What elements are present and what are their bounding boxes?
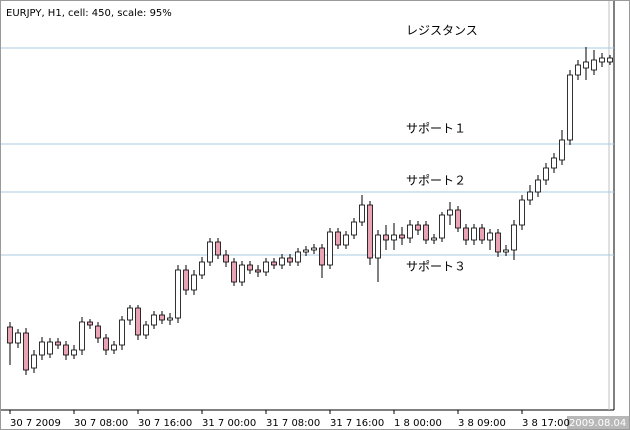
candle-body: [135, 307, 141, 336]
candle-body: [351, 221, 357, 236]
candle-body: [183, 269, 189, 291]
x-tick-label: 30 7 2009: [10, 418, 61, 429]
candle-body: [95, 325, 101, 339]
candle-body: [599, 57, 605, 63]
candle-body: [535, 179, 541, 193]
candle-body: [151, 314, 157, 326]
candle-body: [143, 324, 149, 336]
candle-body: [399, 234, 405, 239]
candle-body: [111, 344, 117, 351]
candle-body: [47, 341, 53, 355]
x-tick-label: 3 8 09:00: [458, 418, 506, 429]
candle-body: [255, 269, 261, 273]
candle-body: [415, 224, 421, 231]
candle-body: [423, 224, 429, 241]
x-tick-label: 30 7 16:00: [138, 418, 192, 429]
candle-body: [327, 231, 333, 266]
candle-body: [231, 261, 237, 283]
candle-body: [335, 231, 341, 246]
candle-body: [119, 319, 125, 346]
candle-body: [263, 261, 269, 273]
candle-body: [167, 317, 173, 321]
level-label: サポート２: [406, 174, 466, 188]
candle-body: [471, 227, 477, 241]
candle-body: [239, 264, 245, 283]
x-tick-label: 30 7 08:00: [74, 418, 128, 429]
candle-body: [295, 251, 301, 263]
time-marker: 2009.08.04: [569, 418, 626, 429]
candle-body: [71, 349, 77, 356]
candle-body: [439, 214, 445, 239]
candle-body: [279, 257, 285, 266]
candle-body: [55, 341, 61, 346]
candle-body: [207, 241, 213, 263]
candle-body: [319, 247, 325, 266]
x-tick-label: 1 8 00:00: [394, 418, 442, 429]
candle-body: [527, 191, 533, 201]
candle-body: [495, 232, 501, 253]
candle-body: [567, 74, 573, 141]
candle-body: [383, 234, 389, 241]
candle-body: [375, 234, 381, 259]
candle-body: [455, 209, 461, 229]
candle-body: [463, 227, 469, 241]
candle-body: [31, 354, 37, 369]
candle-body: [559, 139, 565, 161]
time-marker-box: [567, 416, 629, 429]
candle-body: [447, 209, 453, 216]
candle-body: [287, 257, 293, 263]
candle-body: [15, 332, 21, 344]
candle-body: [487, 232, 493, 241]
candle-body: [607, 57, 613, 63]
candle-body: [431, 237, 437, 241]
candle-body: [407, 224, 413, 239]
candle-body: [87, 321, 93, 326]
candle-body: [575, 64, 581, 76]
level-label: レジスタンス: [406, 24, 478, 38]
candle-body: [303, 249, 309, 253]
candle-body: [359, 204, 365, 223]
candle-body: [103, 337, 109, 351]
candle-body: [367, 204, 373, 259]
candle-body: [63, 344, 69, 356]
x-tick-label: 3 8 17:00: [522, 418, 570, 429]
candle-body: [543, 167, 549, 181]
candle-body: [343, 234, 349, 246]
x-tick-label: 31 7 08:00: [266, 418, 320, 429]
candle-body: [479, 227, 485, 241]
candle-body: [583, 61, 589, 69]
candle-body: [591, 59, 597, 71]
candle-body: [519, 199, 525, 226]
candle-body: [199, 261, 205, 276]
candle-body: [503, 249, 509, 253]
candle-body: [159, 314, 165, 321]
candle-body: [311, 247, 317, 251]
candle-body: [271, 261, 277, 266]
candle-body: [511, 224, 517, 251]
x-tick-label: 31 7 16:00: [330, 418, 384, 429]
candle-body: [191, 274, 197, 291]
candle-body: [551, 157, 557, 169]
candle-body: [391, 234, 397, 241]
candle-body: [23, 332, 29, 371]
x-tick-label: 31 7 00:00: [202, 418, 256, 429]
candle-body: [223, 254, 229, 263]
level-label: サポート３: [406, 260, 466, 274]
candle-body: [79, 321, 85, 351]
candle-body: [175, 269, 181, 319]
candle-body: [247, 264, 253, 271]
chart-title: EURJPY, H1, cell: 450, scale: 95%: [6, 8, 172, 19]
candle-body: [215, 241, 221, 256]
level-label: サポート１: [406, 122, 466, 136]
candle-body: [7, 326, 13, 344]
candle-body: [39, 341, 45, 356]
candle-body: [127, 307, 133, 321]
